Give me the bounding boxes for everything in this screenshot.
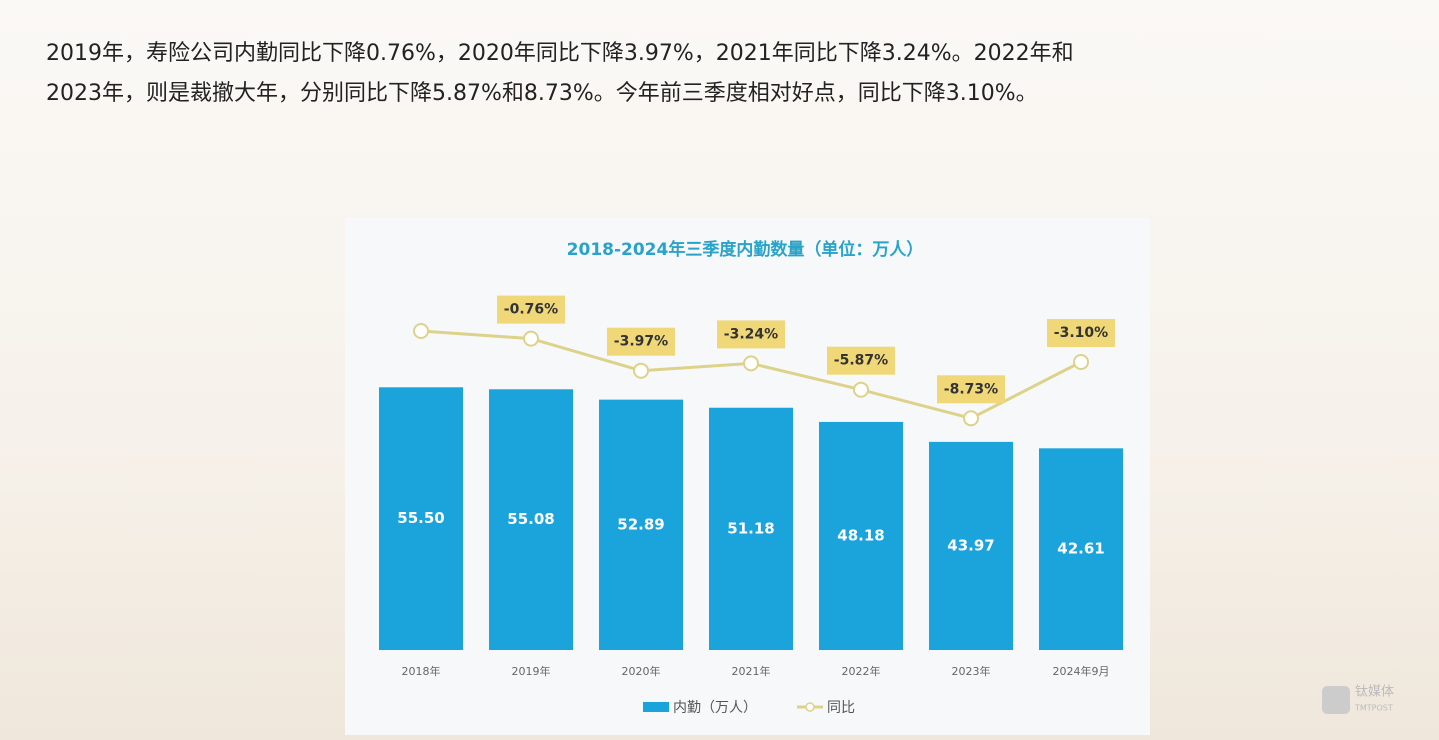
yoy-label-box: [607, 327, 675, 356]
bar: [599, 399, 683, 650]
x-tick-label: 2024年9月: [1053, 664, 1110, 678]
yoy-label: -3.10%: [1054, 325, 1108, 341]
x-tick-label: 2018年: [402, 664, 441, 678]
bar: [379, 387, 463, 650]
text-line: 2023年，则是裁撤大年，分别同比下降5.87%和8.73%。今年前三季度相对好…: [46, 81, 1038, 106]
yoy-label: -8.73%: [944, 381, 998, 397]
yoy-label-box: [497, 295, 565, 324]
legend-swatch: [805, 702, 815, 712]
yoy-point: [963, 410, 979, 427]
yoy-label: -3.97%: [614, 334, 668, 350]
yoy-point: [413, 323, 429, 339]
bar-label: 52.89: [617, 515, 664, 533]
bar: [819, 421, 903, 650]
bar-label: 55.50: [397, 509, 444, 527]
article-text: 2019年，寿险公司内勤同比下降0.76%，2020年同比下降3.97%，202…: [46, 34, 1074, 114]
legend-label: 内勤（万人）: [673, 700, 757, 716]
yoy-point: [743, 355, 759, 372]
bar-label: 43.97: [947, 536, 994, 554]
yoy-label-box: [827, 346, 895, 375]
legend-swatch: [643, 702, 669, 712]
yoy-label: -0.76%: [504, 302, 558, 318]
yoy-label: -3.24%: [724, 326, 778, 342]
bar-label: 55.08: [507, 510, 554, 528]
bar-label: 48.18: [837, 526, 884, 544]
x-tick-label: 2022年: [842, 664, 881, 678]
yoy-point: [633, 362, 649, 379]
watermark-sub: TMTPOST: [1354, 704, 1393, 713]
yoy-label-box: [937, 375, 1005, 404]
bar: [1039, 448, 1123, 650]
yoy-label: -5.87%: [834, 353, 888, 369]
bar: [709, 407, 793, 650]
bar: [929, 441, 1013, 650]
x-tick-label: 2019年: [512, 664, 551, 678]
chart-title: 2018-2024年三季度内勤数量（单位：万人）: [567, 239, 924, 260]
bar-label: 51.18: [727, 519, 774, 537]
yoy-point: [1073, 354, 1089, 370]
text-line: 2019年，寿险公司内勤同比下降0.76%，2020年同比下降3.97%，202…: [46, 41, 1074, 66]
yoy-point: [523, 330, 539, 347]
x-tick-label: 2023年: [952, 664, 991, 678]
bar-label: 42.61: [1057, 540, 1104, 558]
watermark: 钛媒体: [1355, 685, 1394, 700]
bar: [489, 389, 573, 650]
yoy-point: [853, 381, 869, 398]
watermark-logo: [1322, 686, 1350, 714]
x-tick-label: 2020年: [622, 664, 661, 678]
yoy-label-box: [1047, 319, 1115, 347]
legend-label: 同比: [827, 700, 855, 716]
x-tick-label: 2021年: [732, 664, 771, 678]
yoy-label-box: [717, 320, 785, 349]
